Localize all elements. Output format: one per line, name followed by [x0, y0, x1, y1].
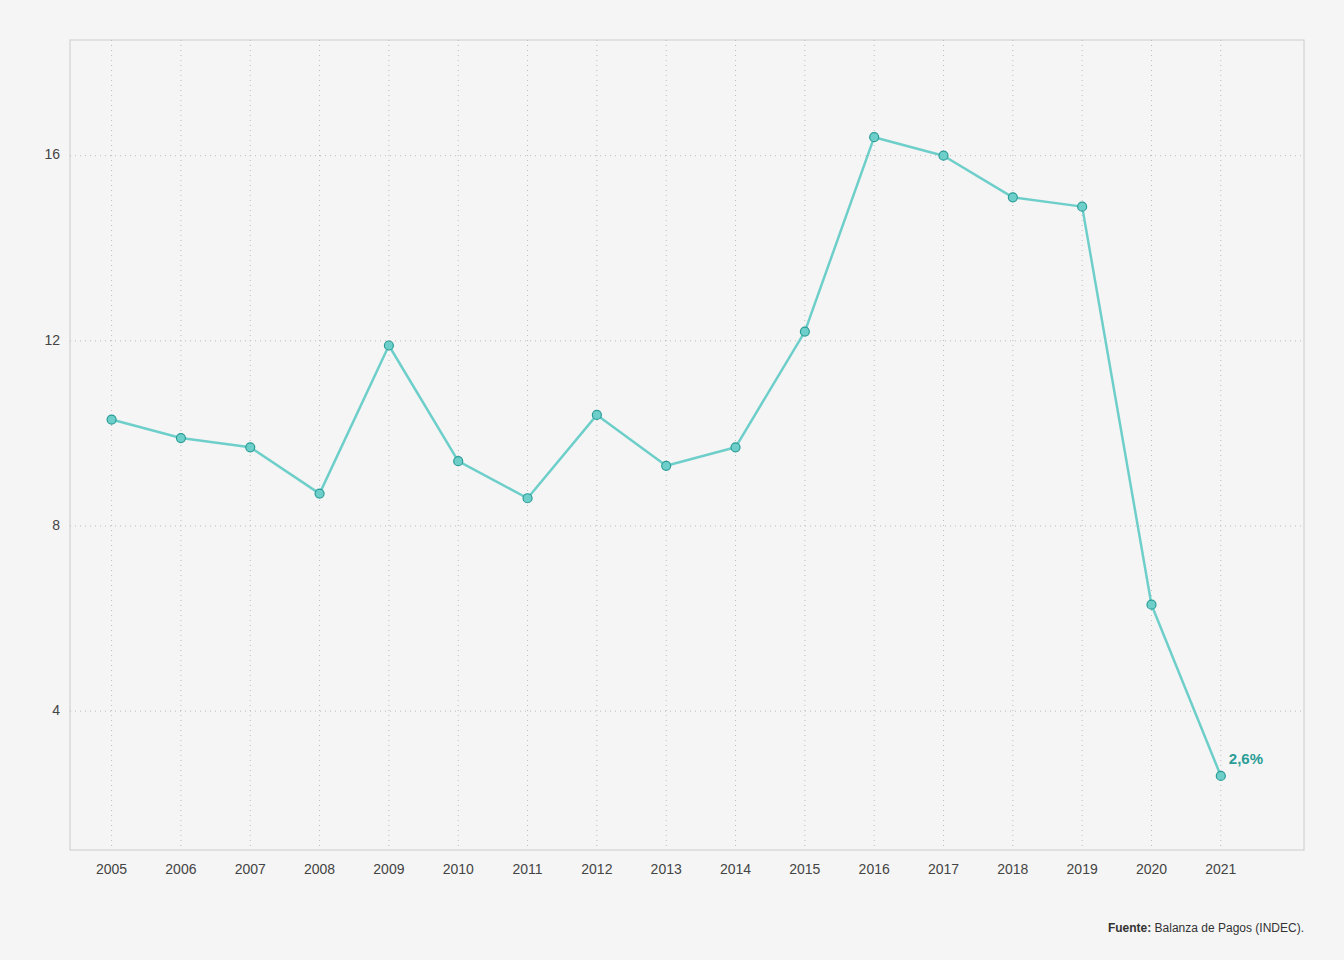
y-grid-line: [70, 711, 1304, 712]
y-tick-label: 16: [44, 146, 60, 162]
x-tick-label: 2007: [235, 861, 266, 877]
x-grid-line: [1220, 40, 1221, 850]
x-grid-line: [527, 40, 528, 850]
source: Fuente: Balanza de Pagos (INDEC).: [1108, 921, 1304, 935]
x-grid-line: [388, 40, 389, 850]
marker: [523, 494, 532, 503]
marker: [662, 461, 671, 470]
x-tick-label: 2010: [443, 861, 474, 877]
x-grid-line: [666, 40, 667, 850]
x-grid-line: [943, 40, 944, 850]
y-tick-label: 12: [44, 332, 60, 348]
source-label: Fuente:: [1108, 921, 1151, 935]
x-tick-label: 2016: [859, 861, 890, 877]
x-tick-label: 2006: [165, 861, 196, 877]
marker: [800, 327, 809, 336]
marker: [731, 443, 740, 452]
x-tick-label: 2020: [1136, 861, 1167, 877]
plot-frame: [70, 40, 1304, 850]
x-tick-label: 2009: [373, 861, 404, 877]
grid: [70, 40, 1304, 850]
x-grid-line: [1151, 40, 1152, 850]
marker: [315, 489, 324, 498]
marker: [939, 151, 948, 160]
x-grid-line: [458, 40, 459, 850]
x-tick-label: 2013: [651, 861, 682, 877]
y-tick-label: 8: [52, 517, 60, 533]
marker: [454, 457, 463, 466]
marker: [384, 341, 393, 350]
x-grid-line: [180, 40, 181, 850]
x-grid-line: [319, 40, 320, 850]
x-tick-label: 2019: [1067, 861, 1098, 877]
marker: [176, 434, 185, 443]
chart-container: 4 8 12 16 2005 2006 2007 2008 2009 2010 2011 2012 20…: [0, 0, 1344, 960]
x-tick-label: 2012: [581, 861, 612, 877]
x-grid-line: [1082, 40, 1083, 850]
tick-labels: 4 8 12 16 2005 2006 2007 2008 2009 2010 2011 2012 20…: [44, 146, 1236, 877]
marker: [1008, 193, 1017, 202]
marker: [246, 443, 255, 452]
source-text: Balanza de Pagos (INDEC).: [1151, 921, 1304, 935]
marker: [1216, 771, 1225, 780]
x-tick-label: 2014: [720, 861, 751, 877]
marker: [1147, 600, 1156, 609]
marker: [1078, 202, 1087, 211]
y-grid-line: [70, 155, 1304, 156]
x-grid-line: [111, 40, 112, 850]
x-grid-line: [874, 40, 875, 850]
x-tick-label: 2018: [997, 861, 1028, 877]
x-tick-label: 2017: [928, 861, 959, 877]
x-tick-label: 2008: [304, 861, 335, 877]
x-tick-label: 2021: [1205, 861, 1236, 877]
y-tick-label: 4: [52, 702, 60, 718]
background: [0, 0, 1344, 960]
x-tick-label: 2011: [512, 861, 542, 877]
data: [107, 133, 1225, 781]
x-grid-line: [804, 40, 805, 850]
y-grid-line: [70, 340, 1304, 341]
chart: 4 8 12 16 2005 2006 2007 2008 2009 2010 2011 2012 20…: [0, 0, 1344, 960]
x-grid-line: [1012, 40, 1013, 850]
x-tick-label: 2005: [96, 861, 127, 877]
line: [112, 137, 1221, 776]
annotation: 2,6%: [1229, 750, 1263, 767]
marker: [870, 133, 879, 142]
x-grid-line: [596, 40, 597, 850]
marker: [107, 415, 116, 424]
marker: [592, 410, 601, 419]
y-grid-line: [70, 526, 1304, 527]
x-tick-label: 2015: [789, 861, 820, 877]
